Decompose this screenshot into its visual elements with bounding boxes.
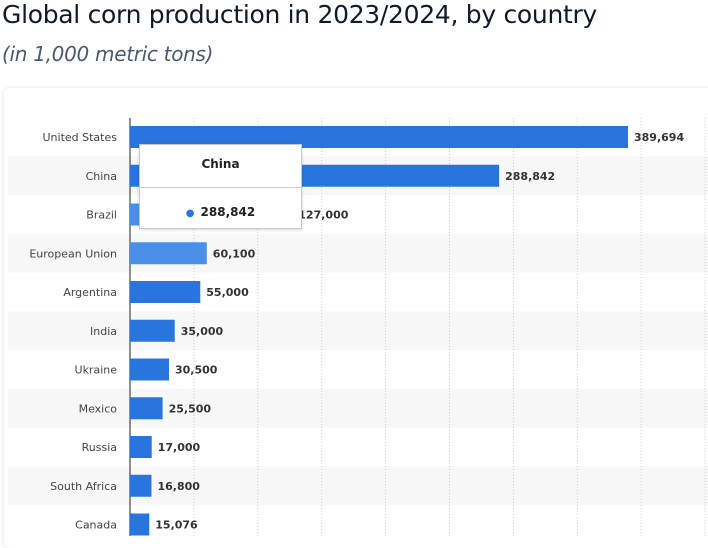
bar <box>130 281 201 303</box>
category-label: Canada <box>75 519 117 532</box>
bar <box>130 358 169 381</box>
bar <box>130 319 175 342</box>
category-label: Ukraine <box>75 364 118 377</box>
bar-chart: United States 389,694 China 288,842 Brazil 12… <box>8 118 708 536</box>
category-label: Mexico <box>79 402 118 415</box>
chart-subtitle: (in 1,000 metric tons) <box>2 42 214 66</box>
bar <box>130 397 163 420</box>
category-label: European Union <box>29 247 117 260</box>
bar <box>130 242 207 265</box>
bar <box>130 126 628 148</box>
tooltip-divider <box>140 187 301 188</box>
data-label: 15,076 <box>155 519 198 532</box>
row-band <box>8 311 708 351</box>
category-label: South Africa <box>50 480 117 493</box>
category-label: United States <box>43 131 118 144</box>
chart-title: Global corn production in 2023/2024, by … <box>2 0 597 29</box>
tooltip-category: China <box>201 157 240 171</box>
category-label: Argentina <box>63 286 117 299</box>
data-label: 25,500 <box>169 402 212 415</box>
data-label: 127,000 <box>298 209 348 222</box>
bar <box>130 513 150 536</box>
series-dot-icon: ● <box>185 208 195 219</box>
data-label: 288,842 <box>505 170 555 183</box>
row-band <box>8 388 708 428</box>
bar <box>130 474 152 497</box>
tooltip: China ● 288,842 <box>139 144 302 229</box>
data-label: 389,694 <box>634 131 684 144</box>
data-label: 16,800 <box>157 480 200 493</box>
row-band <box>8 466 708 506</box>
data-label: 35,000 <box>181 325 224 338</box>
data-label: 30,500 <box>175 364 218 377</box>
tooltip-value: 288,842 <box>200 205 256 219</box>
row-band <box>8 233 708 273</box>
category-label: Russia <box>82 441 117 454</box>
category-label: India <box>90 325 117 338</box>
bar <box>130 436 152 458</box>
data-label: 55,000 <box>206 286 249 299</box>
data-label: 60,100 <box>213 247 256 260</box>
category-label: China <box>86 170 117 183</box>
category-label: Brazil <box>86 209 117 222</box>
data-label: 17,000 <box>158 441 201 454</box>
